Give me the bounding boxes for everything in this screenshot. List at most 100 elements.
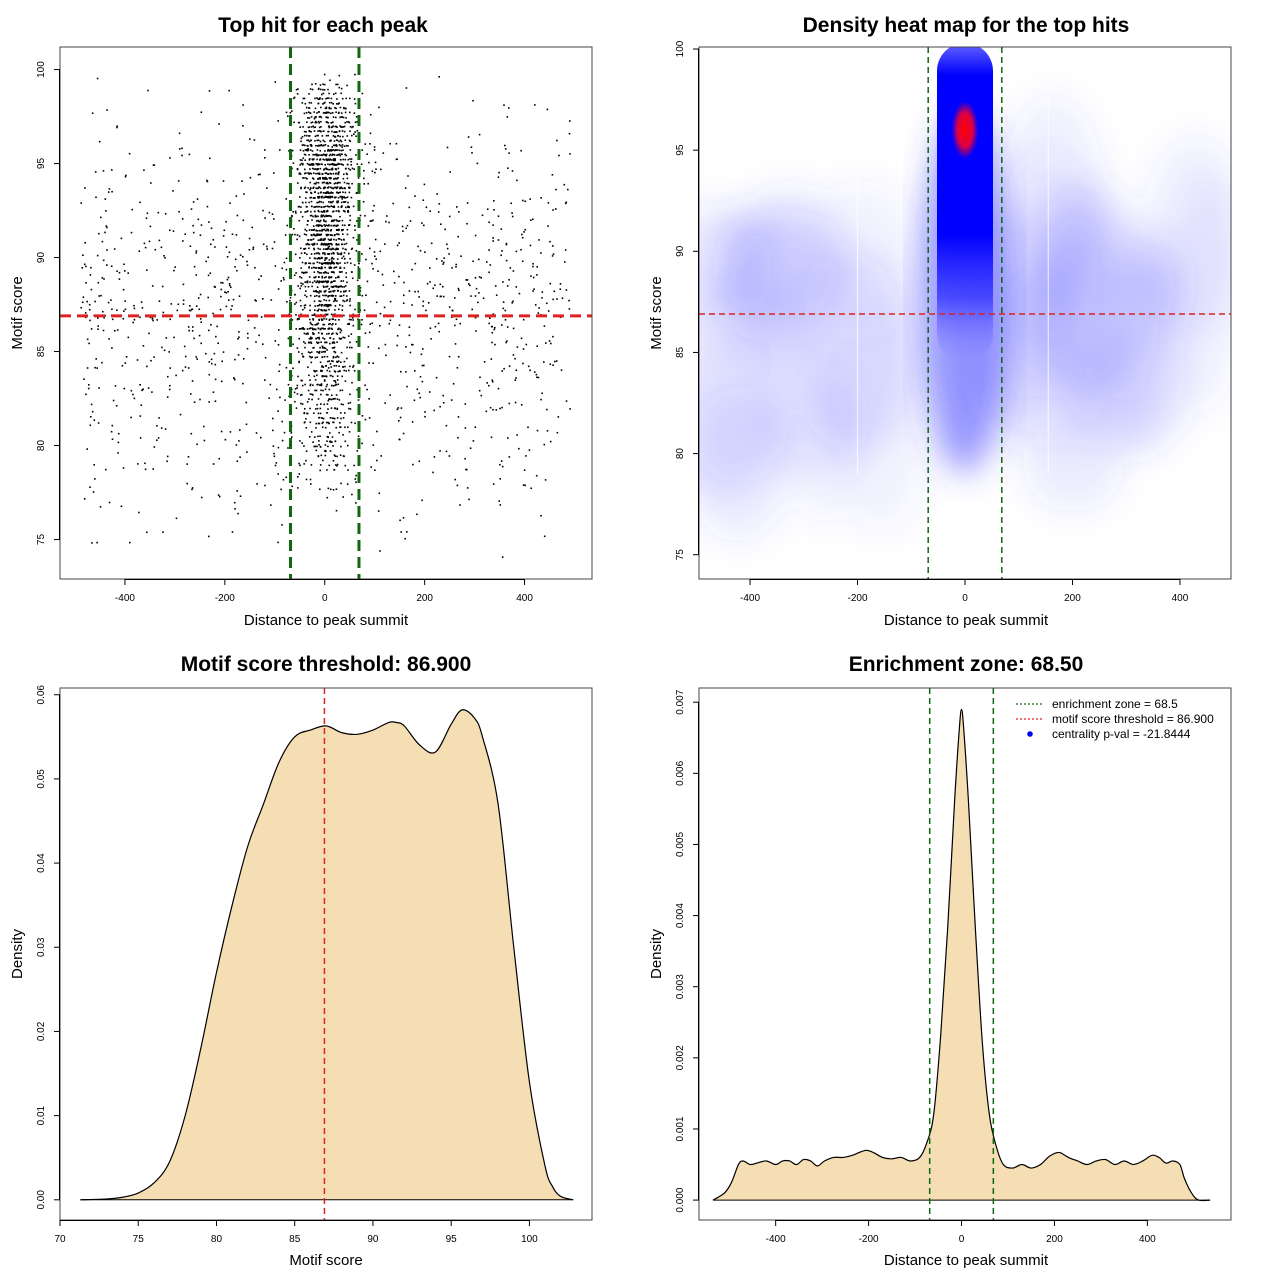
scatter-point — [301, 215, 304, 218]
scatter-point — [552, 209, 554, 211]
scatter-point — [333, 153, 335, 156]
scatter-point — [318, 87, 320, 90]
scatter-point — [319, 303, 321, 306]
scatter-point — [327, 214, 330, 217]
scatter-point — [373, 149, 376, 151]
scatter-point — [296, 318, 299, 320]
scatter-point — [335, 149, 337, 151]
scatter-point — [200, 321, 202, 323]
scatter-point — [304, 346, 306, 349]
scatter-point — [191, 487, 194, 489]
scatter-point — [160, 246, 163, 249]
scatter-point — [214, 363, 217, 366]
scatter-point — [498, 500, 500, 502]
scatter-point — [320, 120, 322, 123]
scatter-point — [327, 238, 330, 241]
scatter-point — [323, 238, 325, 241]
scatter-point — [327, 281, 329, 283]
scatter-point — [408, 206, 411, 209]
scatter-point — [304, 271, 307, 274]
scatter-point — [423, 364, 425, 367]
scatter-x-tick-label: -200 — [215, 593, 235, 604]
scatter-point — [113, 248, 116, 250]
scatter-point — [222, 282, 224, 284]
scatter-point — [309, 304, 311, 307]
scatter-point — [89, 319, 91, 322]
scatter-point — [264, 157, 266, 159]
scatter-point — [324, 186, 326, 189]
scatter-point — [351, 277, 354, 280]
scatter-point — [333, 398, 335, 400]
scatter-point — [130, 389, 133, 392]
scatter-point — [321, 370, 323, 372]
scatter-point — [288, 313, 291, 315]
scatter-point — [318, 154, 320, 156]
scatter-point — [302, 177, 304, 179]
scatter-point — [323, 220, 325, 222]
scatter-point — [333, 341, 335, 343]
scatter-point — [569, 408, 571, 410]
scatter-point — [552, 245, 554, 247]
scatter-point — [325, 116, 327, 118]
scatter-point — [190, 393, 192, 395]
scatter-point — [494, 326, 496, 329]
scatter-point — [344, 201, 347, 203]
scatter-point — [499, 478, 501, 480]
scatter-point — [313, 280, 316, 282]
scatter-point — [228, 89, 230, 92]
scatter-point — [340, 295, 343, 297]
scatter-point — [420, 353, 423, 356]
scatter-point — [414, 262, 417, 265]
scatter-point — [314, 379, 317, 381]
scatter-point — [246, 451, 248, 453]
scatter-point — [317, 215, 319, 218]
scatter-point — [317, 455, 320, 458]
scatter-point — [305, 112, 308, 114]
scatter-point — [347, 335, 350, 337]
scatter-point — [388, 221, 390, 224]
scatter-point — [338, 233, 340, 236]
scatter-point — [355, 154, 357, 156]
scatter-point — [306, 134, 308, 137]
scatter-point — [329, 488, 332, 491]
scatter-point — [339, 238, 341, 240]
scatter-point — [316, 134, 318, 137]
scatter-point — [344, 191, 347, 194]
scatter-point — [327, 148, 329, 151]
scatter-point — [123, 263, 125, 266]
scatter-point — [371, 170, 374, 173]
scatter-point — [90, 403, 93, 406]
scatter-point — [176, 309, 179, 312]
scatter-point — [313, 445, 315, 448]
scatter-point — [301, 261, 304, 264]
scatter-point — [330, 304, 332, 307]
scatter-point — [356, 191, 358, 194]
scatter-point — [168, 351, 170, 353]
scatter-point — [310, 139, 312, 142]
scatter-point — [117, 432, 120, 435]
scatter-point — [320, 267, 323, 270]
scatter-point — [321, 275, 324, 278]
scatter-point — [328, 159, 330, 161]
scatter-point — [376, 430, 378, 433]
scatter-point — [197, 218, 200, 221]
scatter-point — [196, 358, 198, 360]
heatmap-density-blob — [699, 386, 793, 542]
scatter-point — [327, 205, 330, 208]
scatter-point — [500, 228, 503, 230]
scatter-point — [335, 173, 337, 175]
scatter-point — [327, 272, 329, 274]
scatter-point — [332, 116, 335, 118]
scatter-point — [494, 343, 496, 346]
scatter-point — [335, 262, 338, 264]
scatter-point — [303, 421, 306, 424]
scatter-point — [274, 81, 277, 83]
scatter-point — [299, 247, 302, 250]
score-density-title: Motif score threshold: 86.900 — [181, 653, 472, 676]
scatter-point — [324, 196, 326, 198]
scatter-point — [101, 277, 104, 279]
scatter-point — [327, 182, 329, 185]
scatter-point — [333, 252, 335, 255]
scatter-point — [214, 400, 217, 402]
scatter-point — [280, 488, 282, 491]
